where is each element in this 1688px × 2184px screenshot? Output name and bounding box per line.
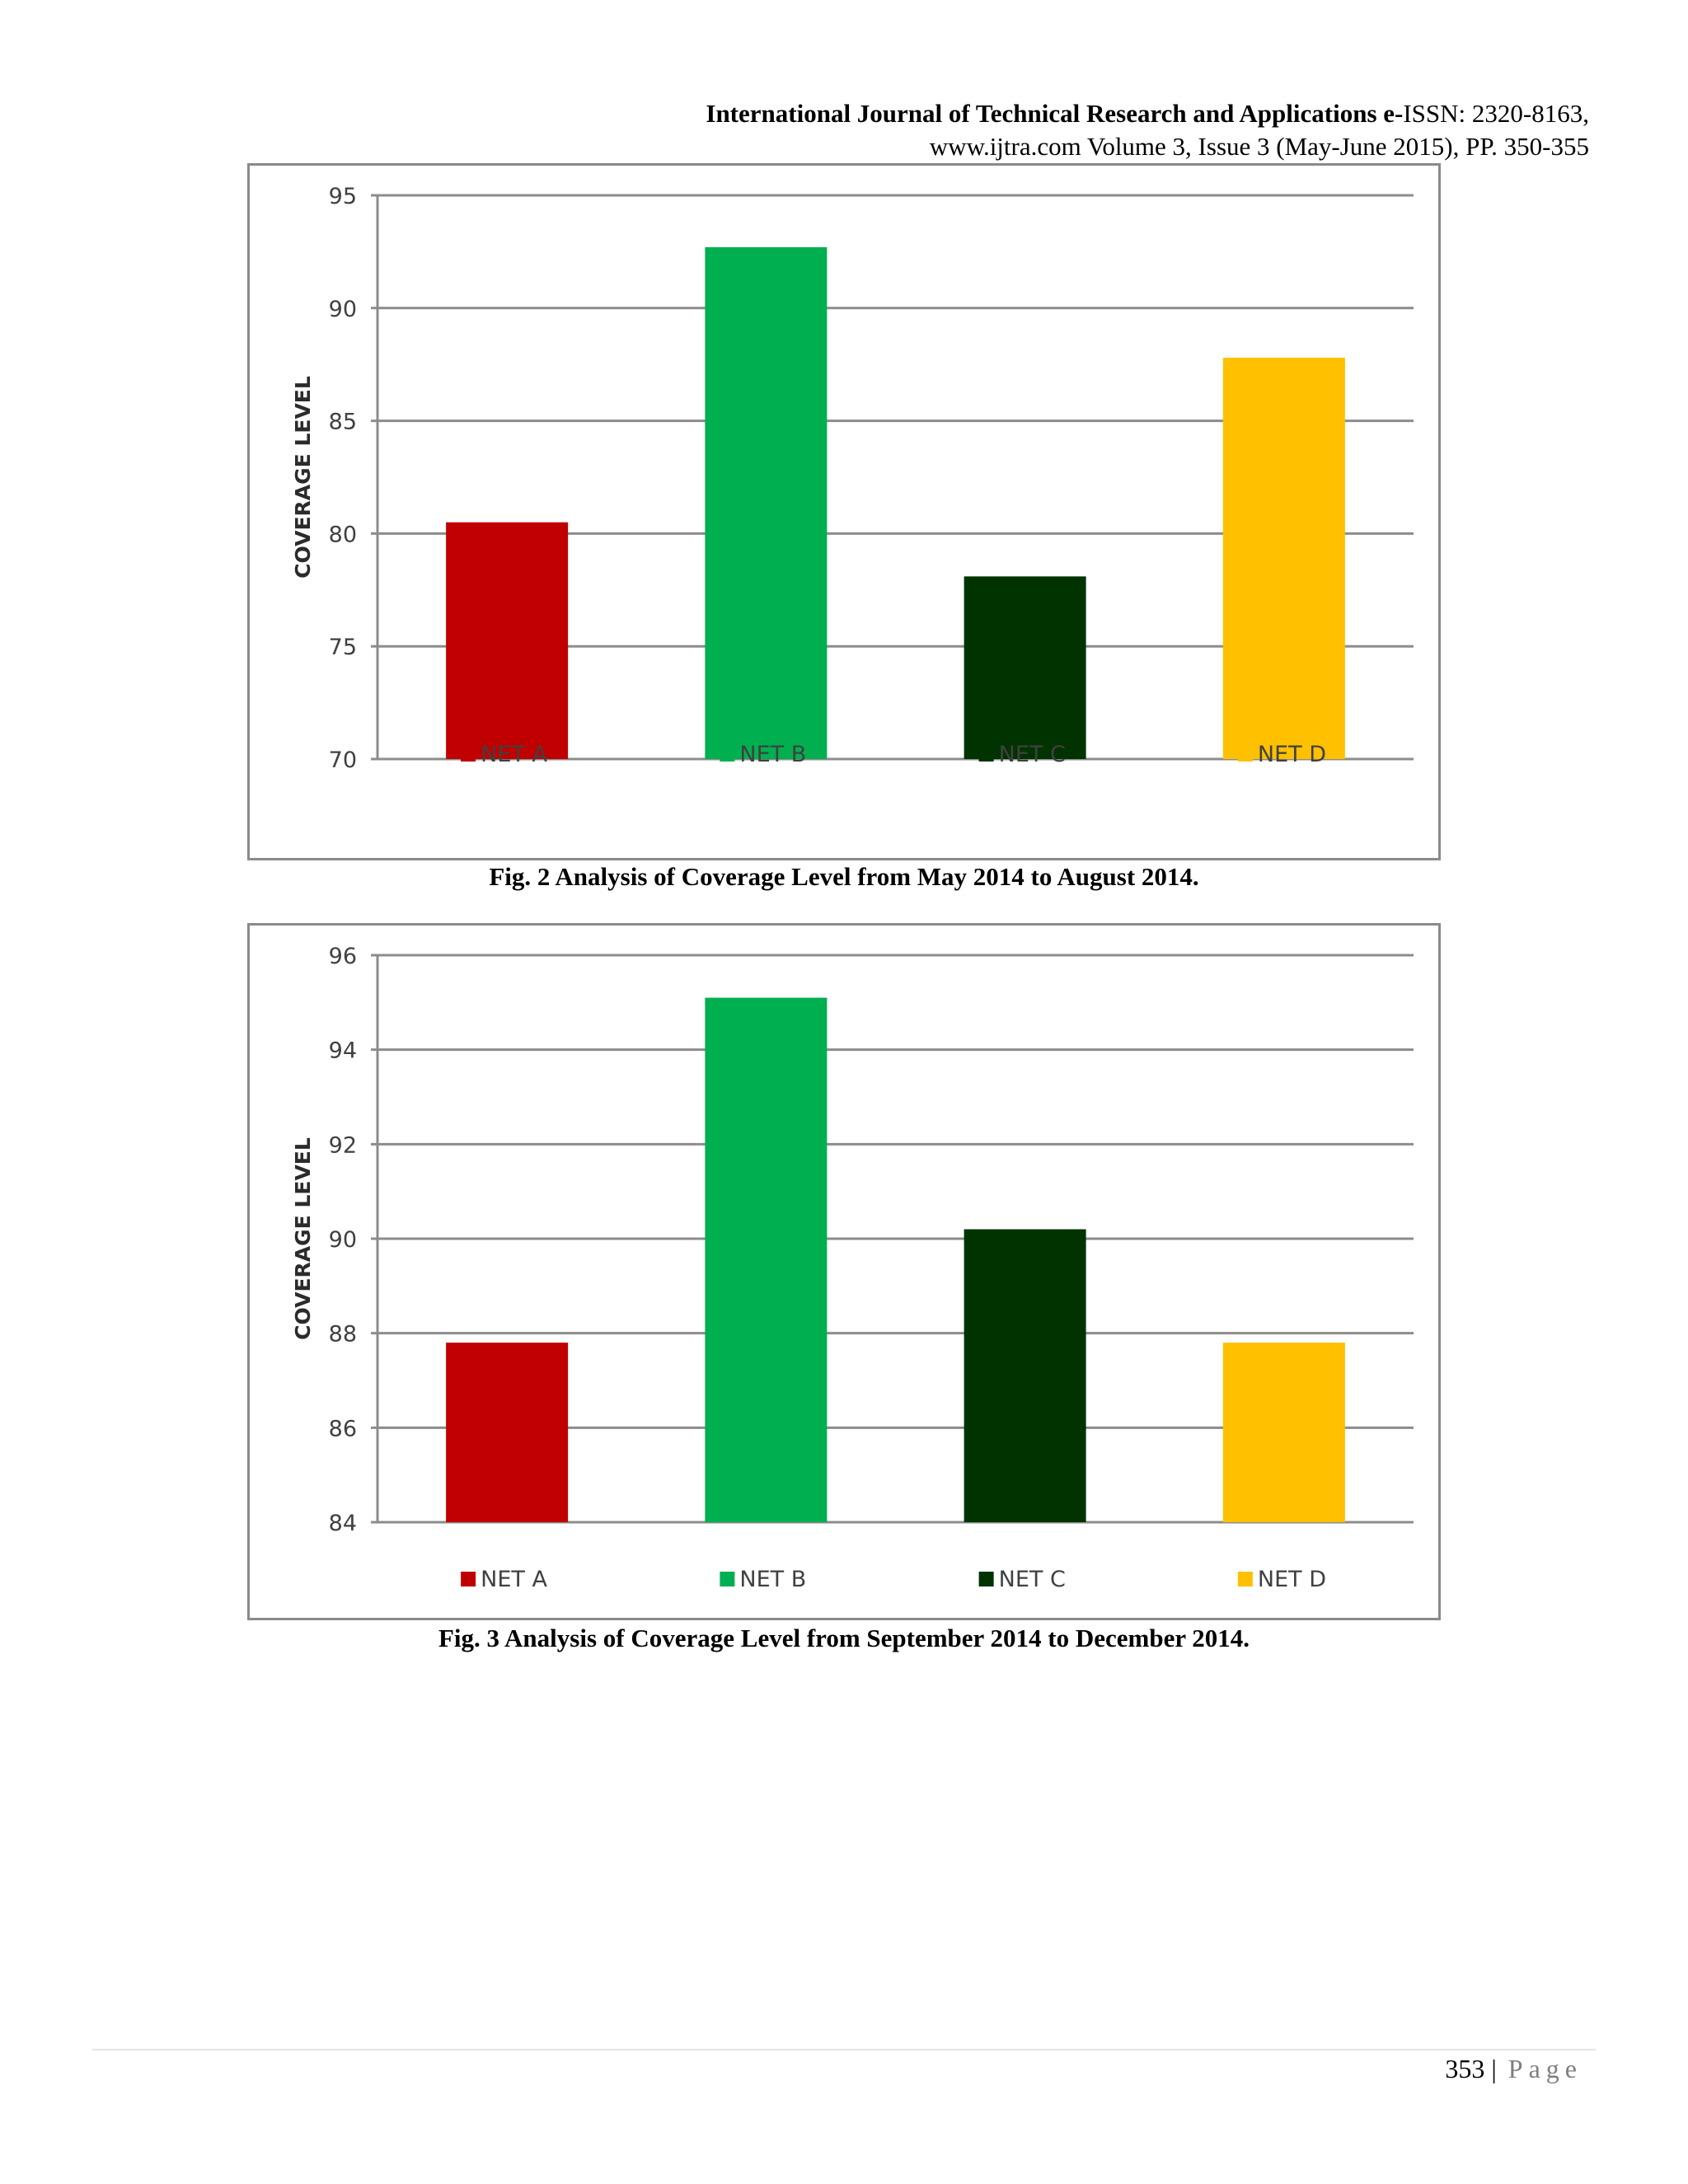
journal-header-line2: www.ijtra.com Volume 3, Issue 3 (May-Jun… xyxy=(929,132,1589,161)
bar-net-d xyxy=(1222,357,1345,759)
legend-label: NET D xyxy=(1258,1567,1326,1592)
page-number: 353 xyxy=(1445,2054,1485,2083)
legend-label: NET D xyxy=(1258,742,1326,767)
bar-net-b xyxy=(705,997,828,1522)
footer-divider xyxy=(92,2049,1596,2050)
figure-2-chart: 70 75 80 85 90 95 COVERAGE LEVEL NET A NET B NET … xyxy=(247,163,1441,860)
legend-swatch xyxy=(978,1572,994,1586)
figure-2-caption: Fig. 2 Analysis of Coverage Level from M… xyxy=(489,862,1199,891)
bar-net-b xyxy=(705,246,828,760)
legend-swatch xyxy=(720,747,735,762)
y-axis-label: COVERAGE LEVEL xyxy=(291,1137,315,1340)
page-footer: 353 | Page xyxy=(1445,2054,1582,2084)
y-tick-label: 96 xyxy=(329,944,357,969)
bar-net-a xyxy=(446,1343,569,1522)
y-tick-label: 95 xyxy=(329,184,357,209)
y-tick-label: 94 xyxy=(329,1038,357,1064)
y-tick-label: 84 xyxy=(329,1511,357,1536)
figure-3-chart-svg: 84 86 88 90 92 94 96 COVERAGE LEVEL NET A NET B NE… xyxy=(291,944,1414,1592)
bar-net-a xyxy=(446,522,569,759)
figure-3-caption: Fig. 3 Analysis of Coverage Level from S… xyxy=(438,1624,1250,1652)
legend-swatch xyxy=(461,747,476,762)
legend-swatch xyxy=(978,747,994,762)
legend-label: NET A xyxy=(481,742,547,767)
y-tick-label: 80 xyxy=(329,522,357,547)
legend-label: NET C xyxy=(999,1567,1066,1592)
figure-2-chart-svg: 70 75 80 85 90 95 COVERAGE LEVEL NET A NET B NET … xyxy=(291,184,1414,773)
y-tick-label: 90 xyxy=(329,1227,357,1253)
journal-issn: ISSN: 2320-8163, xyxy=(1403,99,1589,128)
bar-net-c xyxy=(964,1229,1086,1522)
legend-swatch xyxy=(461,1572,476,1586)
journal-header-line1: International Journal of Technical Resea… xyxy=(706,97,1589,130)
figure-3-chart: 84 86 88 90 92 94 96 COVERAGE LEVEL NET A NET B NE… xyxy=(247,923,1441,1620)
legend-swatch xyxy=(1237,747,1253,762)
y-tick-label: 90 xyxy=(329,297,357,322)
legend-label: NET B xyxy=(739,742,806,767)
bar-net-d xyxy=(1222,1343,1345,1522)
legend-label: NET C xyxy=(999,742,1066,767)
y-axis-label: COVERAGE LEVEL xyxy=(291,376,315,579)
page-separator: | xyxy=(1491,2054,1497,2083)
page-word: Page xyxy=(1507,2054,1582,2083)
y-tick-label: 85 xyxy=(329,410,357,435)
bar-net-c xyxy=(964,576,1086,759)
journal-header: International Journal of Technical Resea… xyxy=(706,97,1589,163)
y-tick-label: 92 xyxy=(329,1132,357,1158)
journal-title: International Journal of Technical Resea… xyxy=(706,99,1404,128)
legend-swatch xyxy=(720,1572,735,1586)
y-tick-label: 70 xyxy=(329,748,357,773)
y-tick-label: 86 xyxy=(329,1416,357,1441)
legend-swatch xyxy=(1237,1572,1253,1586)
legend-label: NET A xyxy=(481,1567,547,1592)
y-tick-label: 88 xyxy=(329,1322,357,1347)
legend-label: NET B xyxy=(739,1567,806,1592)
y-tick-label: 75 xyxy=(329,635,357,660)
